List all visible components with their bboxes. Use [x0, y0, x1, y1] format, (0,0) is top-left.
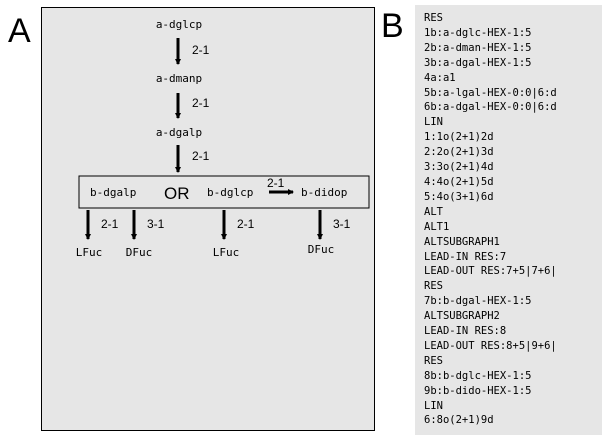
branch-target-2: DFuc: [126, 246, 153, 259]
code-line: 9b:b-dido-HEX-1:5: [424, 384, 532, 397]
residue-b-dglcp: b-dglcp: [207, 186, 253, 199]
residue-a-dgalp: a-dgalp: [156, 126, 202, 139]
glycoct-code: RES 1b:a-dglc-HEX-1:5 2b:a-dman-HEX-1:5 3b:…: [424, 11, 557, 428]
chain-link-3: 2-1: [192, 149, 210, 163]
branch-link-2: 3-1: [147, 217, 165, 231]
branch-target-4: DFuc: [308, 243, 335, 256]
code-line: 5b:a-lgal-HEX-0:0|6:d: [424, 86, 557, 99]
code-line: RES: [424, 354, 443, 367]
code-line: 2b:a-dman-HEX-1:5: [424, 41, 532, 54]
code-line: ALTSUBGRAPH2: [424, 310, 500, 323]
branch-target-3: LFuc: [213, 246, 240, 259]
chain-link-1: 2-1: [192, 43, 210, 57]
branch-link-3: 2-1: [237, 217, 255, 231]
code-line: 4a:a1: [424, 71, 456, 84]
glycan-diagram-panel: a-dglcp 2-1 a-dmanp 2-1 a-dgalp 2-1 b-dg…: [41, 7, 375, 431]
code-line: RES: [424, 280, 443, 293]
or-label: OR: [164, 184, 190, 203]
panel-b-label: B: [381, 7, 404, 45]
code-line: 6:8o(2+1)9d: [424, 414, 494, 427]
panel-a-label: A: [8, 12, 31, 50]
code-line: ALTSUBGRAPH1: [424, 235, 500, 248]
code-line: 6b:a-dgal-HEX-0:0|6:d: [424, 101, 557, 114]
alt-link-label: 2-1: [267, 176, 285, 190]
code-line: LEAD-IN RES:7: [424, 250, 507, 263]
residue-a-dmanp: a-dmanp: [156, 72, 202, 85]
code-line: 5:4o(3+1)6d: [424, 190, 494, 203]
code-line: ALT1: [424, 220, 450, 233]
chain-link-2: 2-1: [192, 96, 210, 110]
code-line: ALT: [424, 205, 443, 218]
code-line: 7b:b-dgal-HEX-1:5: [424, 295, 532, 308]
code-line: 1b:a-dglc-HEX-1:5: [424, 26, 532, 39]
residue-b-dgalp: b-dgalp: [90, 186, 136, 199]
residue-b-didop: b-didop: [301, 186, 347, 199]
code-line: LIN: [424, 399, 443, 412]
code-line: 8b:b-dglc-HEX-1:5: [424, 369, 532, 382]
code-line: LEAD-OUT RES:7+5|7+6|: [424, 265, 557, 278]
code-line: 2:2o(2+1)3d: [424, 146, 494, 159]
glycoct-code-panel: RES 1b:a-dglc-HEX-1:5 2b:a-dman-HEX-1:5 3b:…: [415, 5, 602, 435]
alternative-box: [78, 175, 370, 209]
branch-target-1: LFuc: [76, 246, 103, 259]
residue-a-dglcp: a-dglcp: [156, 18, 202, 31]
branch-link-1: 2-1: [101, 217, 119, 231]
code-line: LEAD-IN RES:8: [424, 325, 507, 338]
code-line: 3b:a-dgal-HEX-1:5: [424, 56, 532, 69]
code-line: LEAD-OUT RES:8+5|9+6|: [424, 339, 557, 352]
code-line: RES: [424, 12, 443, 24]
branch-link-4: 3-1: [333, 217, 351, 231]
code-line: 4:4o(2+1)5d: [424, 175, 494, 188]
glycan-diagram: a-dglcp 2-1 a-dmanp 2-1 a-dgalp 2-1 b-dg…: [76, 18, 370, 259]
code-line: LIN: [424, 116, 443, 129]
code-line: 3:3o(2+1)4d: [424, 161, 494, 174]
code-line: 1:1o(2+1)2d: [424, 131, 494, 144]
